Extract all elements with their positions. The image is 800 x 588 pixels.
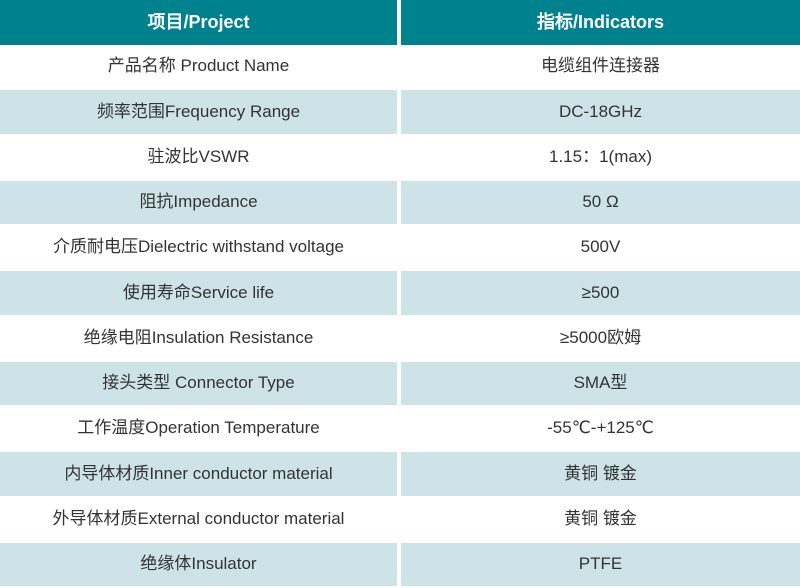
column-divider — [397, 361, 401, 405]
indicator-cell: 50 Ω — [401, 180, 800, 224]
table-row: 使用寿命Service life ≥500 — [0, 271, 800, 316]
project-cell: 频率范围Frequency Range — [0, 90, 397, 134]
column-divider — [397, 316, 401, 360]
indicator-cell: 1.15：1(max) — [401, 135, 800, 179]
column-divider — [397, 226, 401, 270]
table-header-row: 项目/Project 指标/Indicators — [0, 0, 800, 45]
table-row: 内导体材质Inner conductor material 黄铜 镀金 — [0, 452, 800, 497]
column-divider — [397, 90, 401, 134]
table-row: 绝缘体Insulator PTFE — [0, 542, 800, 588]
project-cell: 工作温度Operation Temperature — [0, 407, 397, 451]
column-divider — [397, 45, 401, 89]
project-cell: 产品名称 Product Name — [0, 45, 397, 89]
project-cell: 接头类型 Connector Type — [0, 361, 397, 405]
project-cell: 阻抗Impedance — [0, 180, 397, 224]
column-divider — [397, 135, 401, 179]
indicator-cell: -55℃-+125℃ — [401, 407, 800, 451]
project-cell: 驻波比VSWR — [0, 135, 397, 179]
table-row: 绝缘电阻Insulation Resistance ≥5000欧姆 — [0, 316, 800, 362]
project-cell: 绝缘体Insulator — [0, 542, 397, 586]
indicator-cell: 黄铜 镀金 — [401, 497, 800, 541]
indicator-cell: 电缆组件连接器 — [401, 45, 800, 89]
column-divider — [397, 542, 401, 586]
table-row: 外导体材质External conductor material 黄铜 镀金 — [0, 497, 800, 543]
table-row: 介质耐电压Dielectric withstand voltage 500V — [0, 226, 800, 271]
table-row: 阻抗Impedance 50 Ω — [0, 180, 800, 226]
project-cell: 介质耐电压Dielectric withstand voltage — [0, 226, 397, 270]
indicator-cell: ≥5000欧姆 — [401, 316, 800, 360]
column-divider — [397, 497, 401, 541]
project-cell: 绝缘电阻Insulation Resistance — [0, 316, 397, 360]
table-row: 驻波比VSWR 1.15：1(max) — [0, 135, 800, 181]
column-header-indicators: 指标/Indicators — [401, 0, 800, 45]
indicator-cell: 500V — [401, 226, 800, 270]
indicator-cell: SMA型 — [401, 361, 800, 405]
table-row: 频率范围Frequency Range DC-18GHz — [0, 90, 800, 135]
indicator-cell: 黄铜 镀金 — [401, 452, 800, 496]
table-row: 接头类型 Connector Type SMA型 — [0, 361, 800, 407]
project-cell: 外导体材质External conductor material — [0, 497, 397, 541]
column-header-project: 项目/Project — [0, 0, 397, 45]
column-divider — [397, 180, 401, 224]
table-row: 产品名称 Product Name 电缆组件连接器 — [0, 45, 800, 90]
indicator-cell: DC-18GHz — [401, 90, 800, 134]
indicator-cell: PTFE — [401, 542, 800, 586]
indicator-cell: ≥500 — [401, 271, 800, 315]
table-row: 工作温度Operation Temperature -55℃-+125℃ — [0, 407, 800, 452]
column-divider — [397, 0, 401, 45]
project-cell: 使用寿命Service life — [0, 271, 397, 315]
project-cell: 内导体材质Inner conductor material — [0, 452, 397, 496]
column-divider — [397, 271, 401, 315]
column-divider — [397, 452, 401, 496]
column-divider — [397, 407, 401, 451]
